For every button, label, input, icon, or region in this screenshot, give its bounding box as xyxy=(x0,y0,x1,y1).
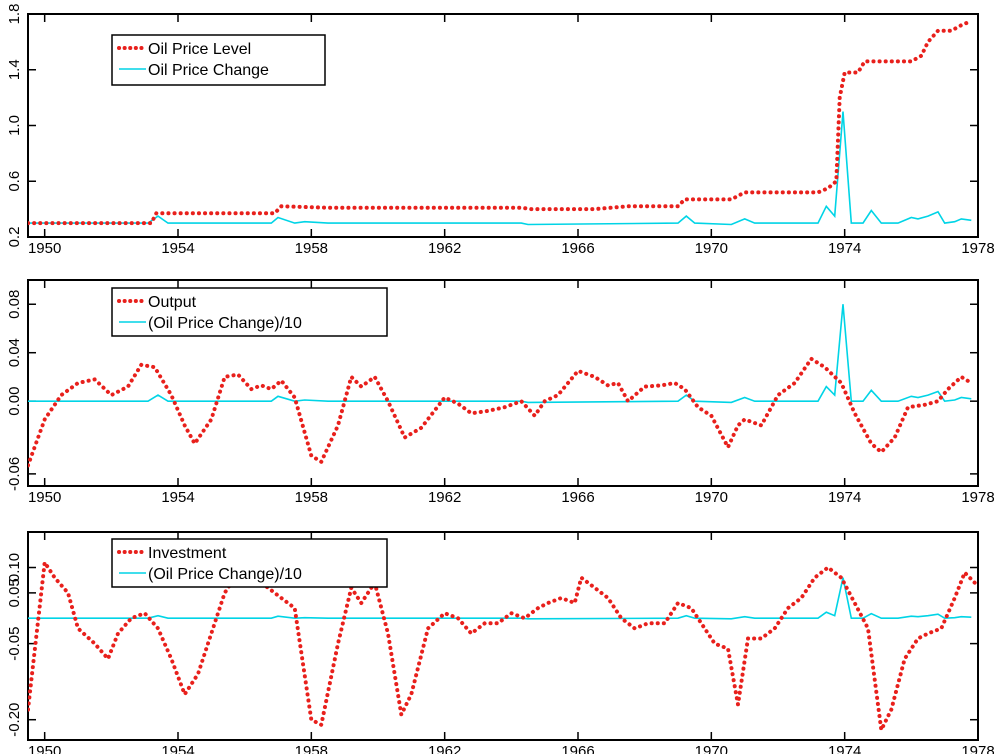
series-line-solid xyxy=(28,577,972,620)
plot-frame xyxy=(27,531,979,741)
legend-label: Output xyxy=(148,294,197,311)
legend-label: (Oil Price Change)/10 xyxy=(148,315,302,332)
x-tick-label: 1970 xyxy=(695,489,728,506)
series-line-solid xyxy=(28,304,972,404)
legend-label: (Oil Price Change)/10 xyxy=(148,566,302,583)
plot-area xyxy=(28,560,977,732)
y-tick-label: -0.05 xyxy=(6,627,23,661)
x-tick-label: 1962 xyxy=(428,489,461,506)
y-tick-label: 1.8 xyxy=(6,4,23,25)
legend-label: Oil Price Change xyxy=(148,62,269,79)
plot-area xyxy=(28,304,974,468)
panel-output: 1950 1954 1958 1962 1966 1970 1974 1978 -0.06 0.0… xyxy=(6,279,995,506)
plot-frame xyxy=(27,279,979,487)
legend: Output (Oil Price Change)/10 xyxy=(111,287,388,337)
series-line-dotted xyxy=(28,560,977,732)
legend-box xyxy=(111,34,326,86)
series-line-dotted xyxy=(28,19,974,226)
x-tick-label: 1954 xyxy=(161,489,194,506)
legend-box xyxy=(111,287,388,337)
y-tick-label: 0.10 xyxy=(6,553,23,582)
x-tick-label: 1954 xyxy=(161,240,194,257)
x-tick-label: 1962 xyxy=(428,743,461,754)
x-tick-label: 1978 xyxy=(961,743,994,754)
x-tick-label: 1958 xyxy=(295,489,328,506)
y-tick-label: 0.2 xyxy=(6,227,23,248)
x-tick-label: 1958 xyxy=(295,743,328,754)
x-tick-label: 1970 xyxy=(695,240,728,257)
y-tick-label: 1.4 xyxy=(6,59,23,80)
x-tick-label: 1950 xyxy=(28,240,61,257)
x-tick-label: 1974 xyxy=(828,489,861,506)
x-tick-label: 1966 xyxy=(561,489,594,506)
series-line-solid xyxy=(28,111,972,226)
x-tick-label: 1950 xyxy=(28,489,61,506)
x-tick-label: 1974 xyxy=(828,240,861,257)
x-tick-label: 1966 xyxy=(561,743,594,754)
legend: Oil Price Level Oil Price Change xyxy=(111,34,326,86)
x-tick-label: 1978 xyxy=(961,240,994,257)
series-line-dotted xyxy=(28,356,974,468)
x-tick-label: 1962 xyxy=(428,240,461,257)
plot-area xyxy=(28,19,974,226)
legend-label: Investment xyxy=(148,545,227,562)
x-tick-label: 1978 xyxy=(961,489,994,506)
x-tick-label: 1958 xyxy=(295,240,328,257)
y-tick-label: 0.04 xyxy=(6,338,23,367)
x-tick-label: 1970 xyxy=(695,743,728,754)
y-tick-label: 1.0 xyxy=(6,115,23,136)
legend-box xyxy=(111,538,388,588)
legend: Investment (Oil Price Change)/10 xyxy=(111,538,388,588)
y-tick-label: -0.20 xyxy=(6,703,23,737)
y-tick-label: 0.05 xyxy=(6,578,23,607)
y-tick-label: -0.06 xyxy=(6,457,23,491)
y-tick-label: 0.08 xyxy=(6,290,23,319)
y-tick-label: 0.6 xyxy=(6,171,23,192)
legend-label: Oil Price Level xyxy=(148,41,251,58)
panel-price: 1950 1954 1958 1962 1966 1970 1974 1978 0.2 0.6 1.… xyxy=(6,4,995,257)
x-tick-label: 1954 xyxy=(161,743,194,754)
x-tick-label: 1966 xyxy=(561,240,594,257)
y-tick-label: 0.00 xyxy=(6,387,23,416)
panel-investment: 1950 1954 1958 1962 1966 1970 1974 1978 -0.20 -0.… xyxy=(6,531,995,754)
x-tick-label: 1974 xyxy=(828,743,861,754)
x-tick-label: 1950 xyxy=(28,743,61,754)
